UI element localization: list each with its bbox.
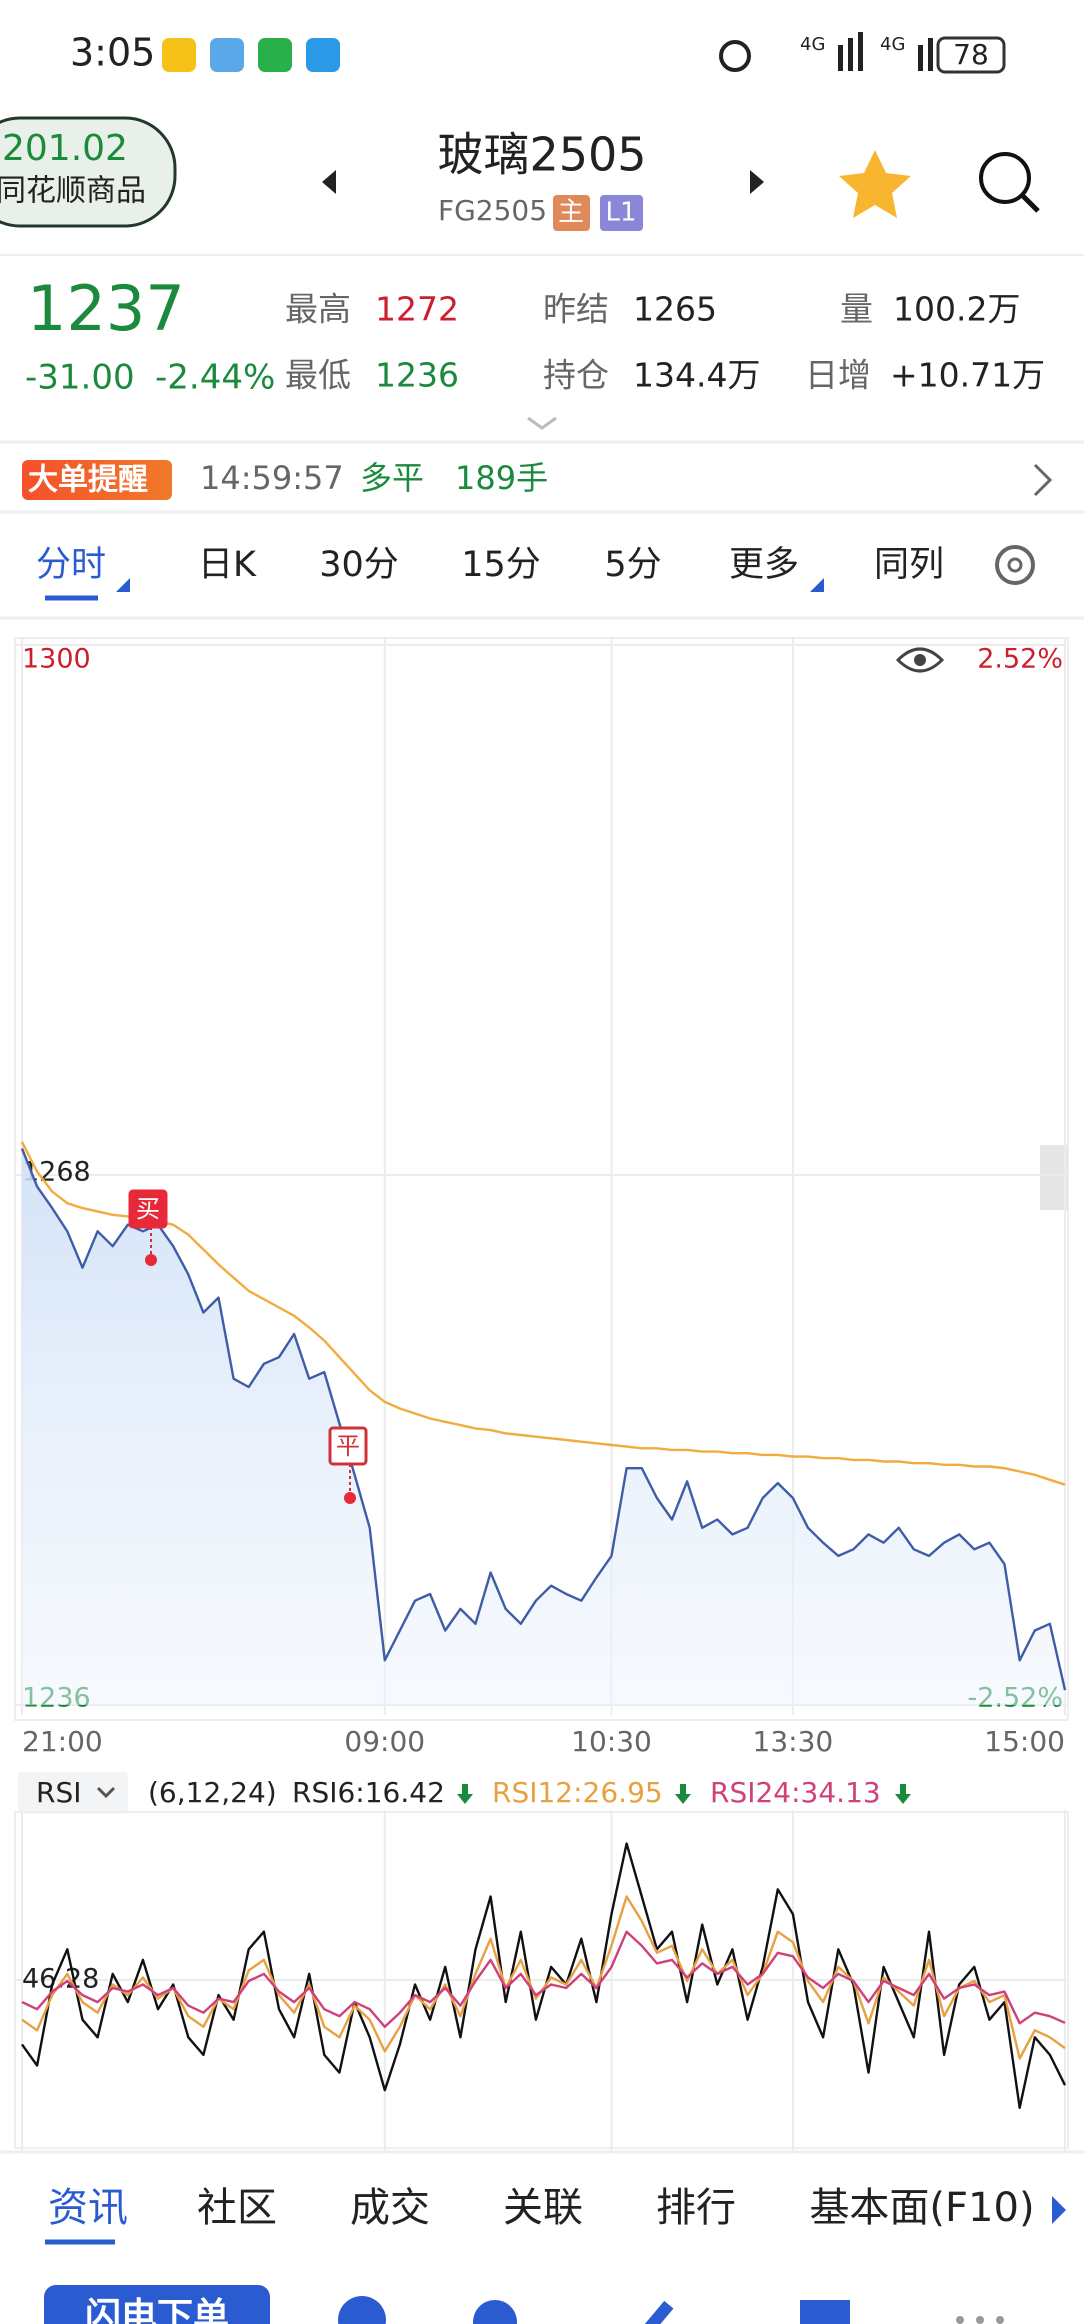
price-change-pct: -2.44% bbox=[155, 358, 275, 398]
toolbar-icons[interactable] bbox=[338, 2296, 1004, 2324]
period-tab[interactable]: 分时 bbox=[36, 545, 106, 585]
rsi-params: (6,12,24) bbox=[148, 1776, 277, 1809]
trade-marker-label: 买 bbox=[136, 1195, 160, 1223]
rsi-legend-item: RSI24:34.13 bbox=[710, 1776, 881, 1809]
alert-badge-bg bbox=[22, 460, 172, 500]
volume-label: 量 bbox=[840, 290, 873, 329]
period-tab[interactable]: 15分 bbox=[461, 545, 541, 585]
contract-code: FG2505 bbox=[438, 194, 547, 227]
rsi-legend-item: RSI12:26.95 bbox=[492, 1776, 663, 1809]
badge-label: 同花顺商品 bbox=[0, 174, 146, 209]
eye-icon[interactable] bbox=[895, 647, 945, 673]
y2-tick-label: 2.52% bbox=[977, 644, 1063, 675]
series-line bbox=[21, 1895, 1066, 2060]
status-time: 3:05 bbox=[70, 31, 155, 75]
y-tick-label: 1300 bbox=[22, 644, 91, 675]
x-tick-label: 15:00 bbox=[984, 1725, 1065, 1758]
series-line bbox=[21, 1930, 1066, 2028]
next-arrow[interactable] bbox=[750, 170, 764, 194]
search-icon[interactable] bbox=[979, 152, 1040, 213]
alert-type: 多平 bbox=[360, 459, 424, 497]
alert-time: 14:59:57 bbox=[200, 459, 344, 497]
prev-arrow[interactable] bbox=[322, 170, 336, 194]
x-tick-label: 10:30 bbox=[571, 1725, 652, 1758]
trade-marker-label: 平 bbox=[336, 1432, 360, 1460]
tab-dropdown bbox=[116, 578, 130, 592]
status-icons bbox=[162, 32, 1006, 74]
network-label: 4G bbox=[880, 34, 905, 55]
increase-value: +10.71万 bbox=[890, 356, 1045, 395]
alert-size: 189手 bbox=[455, 459, 548, 497]
settle-value: 1265 bbox=[633, 290, 717, 329]
account-badge[interactable]: 201.02 同花顺商品 bbox=[0, 116, 177, 228]
oi-value: 134.4万 bbox=[633, 356, 760, 395]
favorite-star[interactable] bbox=[839, 150, 911, 218]
x-tick-label: 09:00 bbox=[344, 1725, 425, 1758]
badge-bg bbox=[0, 116, 177, 228]
info-tab[interactable]: 基本面(F10) bbox=[809, 2185, 1034, 2231]
badge-value: 201.02 bbox=[2, 128, 128, 169]
low-label: 最低 bbox=[285, 356, 351, 395]
tab-dropdown bbox=[810, 578, 824, 592]
info-tab[interactable]: 社区 bbox=[197, 2185, 277, 2231]
alert-chevron[interactable] bbox=[1033, 463, 1053, 497]
period-tab[interactable]: 同列 bbox=[874, 545, 944, 585]
trade-marker-dot bbox=[344, 1492, 356, 1504]
high-value: 1272 bbox=[375, 290, 459, 329]
expand-chevron[interactable] bbox=[527, 416, 557, 430]
alert-badge: 大单提醒 bbox=[28, 463, 148, 498]
side-handle[interactable] bbox=[1040, 1145, 1068, 1210]
tag-level: L1 bbox=[605, 198, 636, 228]
rsi-legend-item: RSI6:16.42 bbox=[292, 1776, 445, 1809]
trade-marker-dot bbox=[145, 1254, 157, 1266]
tab-scroll-arrow[interactable] bbox=[1052, 2196, 1066, 2224]
last-price: 1237 bbox=[27, 272, 185, 345]
contract-title: 玻璃2505 bbox=[437, 128, 646, 182]
down-arrows bbox=[457, 1784, 911, 1804]
order-button-label: 闪电下单 bbox=[85, 2296, 229, 2324]
info-tab[interactable]: 成交 bbox=[350, 2185, 430, 2231]
volume-value: 100.2万 bbox=[893, 290, 1020, 329]
price-area bbox=[22, 1148, 1065, 1705]
price-change: -31.00 bbox=[25, 358, 135, 398]
info-tab[interactable]: 资讯 bbox=[48, 2185, 128, 2231]
network-label: 4G bbox=[800, 34, 825, 55]
info-tab[interactable]: 排行 bbox=[656, 2185, 736, 2231]
oi-label: 持仓 bbox=[543, 356, 609, 395]
period-tab[interactable]: 5分 bbox=[604, 545, 661, 585]
order-button[interactable]: 闪电下单 bbox=[44, 2285, 270, 2324]
trade-marker-box bbox=[128, 1189, 168, 1229]
high-label: 最高 bbox=[285, 290, 351, 329]
battery-level: 78 bbox=[953, 38, 989, 71]
rsi-selector[interactable] bbox=[18, 1772, 128, 1814]
y-tick-label: 46.28 bbox=[22, 1964, 99, 1995]
tag-bg bbox=[600, 195, 643, 231]
settings-gear[interactable] bbox=[995, 545, 1035, 585]
tag-bg bbox=[553, 195, 590, 231]
trade-marker-box bbox=[328, 1426, 368, 1466]
rsi-name: RSI bbox=[36, 1776, 82, 1809]
x-tick-label: 13:30 bbox=[753, 1725, 834, 1758]
series-line bbox=[20, 1148, 1067, 1691]
period-tab[interactable]: 30分 bbox=[319, 545, 399, 585]
increase-label: 日增 bbox=[805, 356, 871, 395]
settle-label: 昨结 bbox=[543, 290, 609, 329]
x-tick-label: 21:00 bbox=[22, 1725, 103, 1758]
tag-main: 主 bbox=[558, 198, 584, 228]
low-value: 1236 bbox=[375, 356, 459, 395]
series-line bbox=[20, 1141, 1066, 1486]
series-line bbox=[21, 1842, 1067, 2109]
period-tab[interactable]: 更多 bbox=[729, 545, 799, 585]
info-tab[interactable]: 关联 bbox=[503, 2185, 583, 2231]
period-tab[interactable]: 日K bbox=[198, 545, 257, 585]
